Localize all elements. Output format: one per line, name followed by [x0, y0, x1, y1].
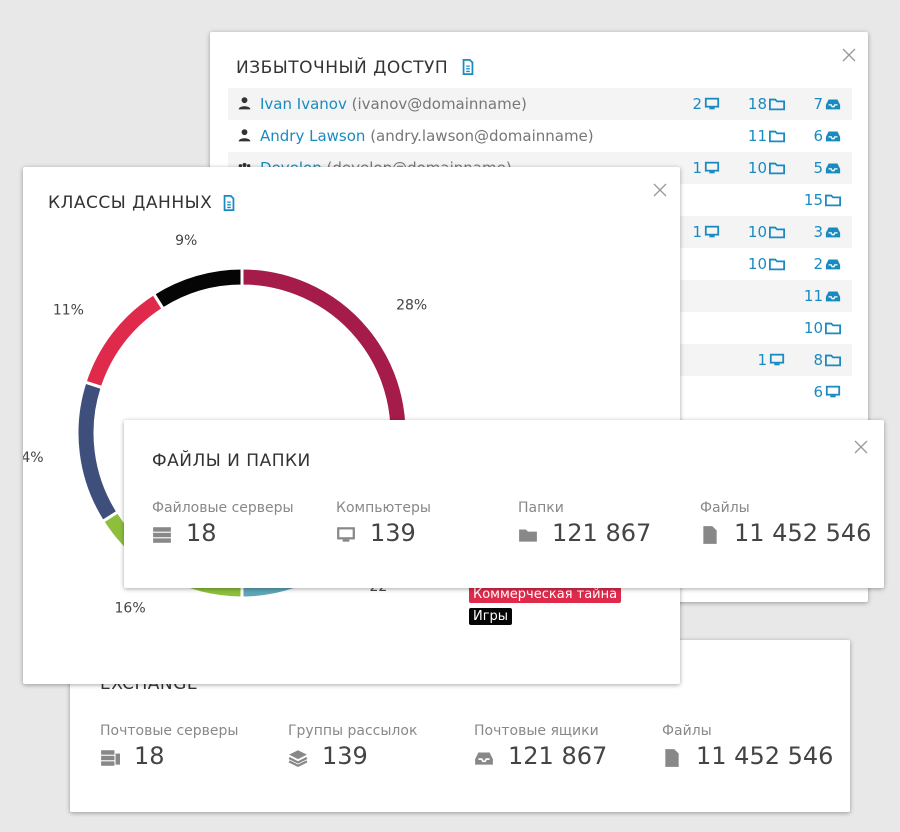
count[interactable]: 11 — [747, 127, 767, 145]
count[interactable]: 2 — [692, 95, 702, 113]
mailbox-icon — [825, 259, 841, 270]
value-label: 9% — [175, 233, 197, 249]
doc-icon — [223, 195, 235, 211]
files-folders-card: ФАЙЛЫ И ПАПКИ Файловые серверы 18 Компьюте… — [124, 420, 884, 588]
folder-icon — [769, 258, 785, 271]
folder-icon — [519, 529, 537, 542]
file-icon — [703, 526, 717, 544]
count[interactable]: 15 — [803, 191, 823, 209]
value-label: 14% — [23, 450, 44, 466]
stat-value: 121 867 — [508, 742, 608, 770]
count[interactable]: 10 — [747, 255, 767, 273]
mailbox-icon — [825, 131, 841, 142]
stat-label: Папки — [518, 500, 564, 516]
folder-icon — [769, 226, 785, 239]
doc-icon — [462, 59, 474, 75]
computer-icon — [704, 161, 720, 174]
access-row — [228, 88, 852, 120]
close-button[interactable] — [653, 183, 667, 197]
layers-icon — [288, 750, 308, 768]
mailbox-icon — [825, 163, 841, 174]
computer-icon — [337, 527, 355, 542]
count[interactable]: 10 — [803, 319, 823, 337]
mailbox-icon — [825, 227, 841, 238]
stat-label: Компьютеры — [336, 500, 431, 516]
stat-label: Файлы — [700, 500, 750, 516]
folder-icon — [825, 354, 841, 367]
stat-value: 18 — [186, 519, 217, 547]
account-email: (ivanov@domainname) — [346, 95, 527, 113]
donut-segment — [75, 380, 120, 524]
stat-label: Файлы — [662, 723, 712, 739]
count[interactable]: 1 — [692, 159, 702, 177]
folder-icon — [769, 98, 785, 111]
stat-value: 18 — [134, 742, 165, 770]
account-name[interactable]: Ivan Ivanov — [260, 95, 347, 113]
count[interactable]: 18 — [747, 95, 767, 113]
count[interactable]: 6 — [813, 383, 823, 401]
card-title: ИЗБЫТОЧНЫЙ ДОСТУП — [236, 58, 449, 78]
stat-value: 139 — [322, 742, 368, 770]
stat-label: Файловые серверы — [152, 500, 294, 516]
user-icon — [238, 97, 251, 110]
count[interactable]: 1 — [692, 223, 702, 241]
legend-item: Коммерческая тайна — [469, 586, 622, 603]
count[interactable]: 5 — [813, 159, 823, 177]
folder-icon — [825, 194, 841, 207]
folder-icon — [825, 322, 841, 335]
account-name[interactable]: Andry Lawson — [260, 127, 366, 145]
computer-icon — [825, 385, 841, 398]
donut-segment — [83, 291, 166, 390]
count[interactable]: 10 — [747, 223, 767, 241]
legend-item: Игры — [469, 608, 513, 625]
stat-value: 11 452 546 — [696, 742, 834, 770]
close-button[interactable] — [842, 48, 856, 62]
mailbox-icon — [825, 291, 841, 302]
computer-icon — [704, 225, 720, 238]
server-icon — [153, 527, 171, 543]
donut-segment — [151, 266, 244, 311]
mailserver-icon — [101, 750, 120, 766]
close-button[interactable] — [854, 440, 868, 454]
computer-icon — [704, 97, 720, 110]
count[interactable]: 6 — [813, 127, 823, 145]
stat-value: 139 — [370, 519, 416, 547]
account-text: Ivan Ivanov (ivanov@domainname) — [260, 95, 527, 113]
count[interactable]: 2 — [813, 255, 823, 273]
value-label: 11% — [53, 302, 84, 318]
value-label: 28% — [396, 298, 427, 314]
account-email: (andry.lawson@domainname) — [365, 127, 594, 145]
computer-icon — [769, 353, 785, 366]
count[interactable]: 8 — [813, 351, 823, 369]
stat-label: Почтовые ящики — [474, 723, 599, 739]
mailbox-icon — [475, 752, 493, 765]
folder-icon — [769, 162, 785, 175]
stat-label: Группы рассылок — [288, 723, 418, 739]
account-text: Andry Lawson (andry.lawson@domainname) — [260, 127, 594, 145]
stat-label: Почтовые серверы — [100, 723, 239, 739]
count[interactable]: 1 — [757, 351, 767, 369]
mailbox-icon — [825, 99, 841, 110]
stat-value: 11 452 546 — [734, 519, 872, 547]
count[interactable]: 10 — [747, 159, 767, 177]
access-row — [228, 120, 852, 152]
card-title: КЛАССЫ ДАННЫХ — [48, 193, 213, 213]
file-icon — [665, 749, 679, 767]
card-title: ФАЙЛЫ И ПАПКИ — [152, 451, 311, 471]
value-label: 16% — [115, 600, 146, 616]
folder-icon — [769, 130, 785, 143]
count[interactable]: 7 — [813, 95, 823, 113]
count[interactable]: 11 — [803, 287, 823, 305]
user-icon — [238, 129, 251, 142]
stat-value: 121 867 — [552, 519, 652, 547]
count[interactable]: 3 — [813, 223, 823, 241]
